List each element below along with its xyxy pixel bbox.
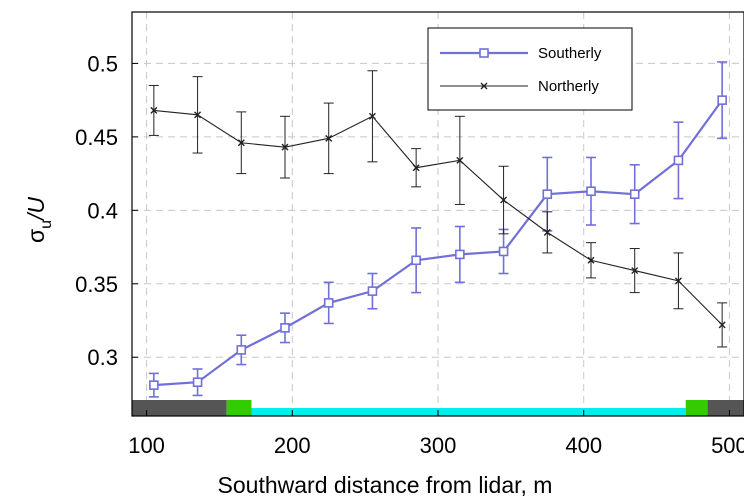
data-point — [456, 156, 464, 164]
data-point — [150, 106, 158, 114]
x-tick-label: 100 — [128, 433, 165, 458]
legend-label: Southerly — [538, 45, 602, 62]
axis-ticks: 100 200 300 400 500 0.3 0.35 0.4 0.45 0.5 — [75, 51, 744, 458]
range-bar-segment — [685, 400, 708, 416]
y-tick-label: 0.4 — [87, 198, 118, 223]
series-northerly — [148, 70, 728, 348]
data-point — [673, 155, 684, 166]
data-point — [325, 134, 333, 142]
legend-box — [427, 27, 633, 111]
series-southerly — [148, 61, 728, 398]
legend-marker — [479, 48, 489, 58]
data-point — [718, 321, 726, 329]
data-point — [368, 112, 376, 120]
distance-range-bar — [132, 400, 744, 416]
x-tick-label: 500 — [711, 433, 744, 458]
data-point — [674, 277, 682, 285]
data-point — [587, 256, 595, 264]
data-point — [367, 286, 378, 296]
legend-marker — [480, 82, 488, 90]
legend-item-southerly: Southerly — [440, 45, 602, 62]
y-axis-label-rest: /U — [23, 197, 49, 222]
data-point — [280, 323, 290, 333]
data-point — [192, 377, 203, 388]
data-point — [411, 255, 421, 266]
data-point — [500, 196, 508, 204]
x-tick-label: 400 — [565, 433, 602, 458]
y-tick-label: 0.5 — [87, 51, 118, 76]
y-tick-label: 0.35 — [75, 272, 118, 297]
data-point — [237, 139, 245, 147]
data-point — [412, 164, 420, 172]
data-point — [149, 380, 159, 390]
legend-item-northerly: Northerly — [440, 78, 599, 95]
data-point — [236, 345, 247, 355]
range-bar-segment — [707, 400, 744, 416]
range-bar-segment — [226, 400, 252, 416]
data-point — [543, 228, 551, 236]
data-point — [498, 246, 509, 257]
data-point — [455, 249, 465, 260]
series-line-northerly — [153, 109, 723, 326]
data-point — [323, 298, 334, 308]
series-line-southerly — [153, 99, 724, 387]
range-bar-segment — [251, 408, 686, 416]
data-point — [281, 143, 289, 151]
x-axis-label: Southward distance from lidar, m — [218, 472, 553, 498]
data-point — [629, 189, 640, 199]
legend: Southerly Northerly — [427, 27, 633, 111]
x-tick-label: 200 — [274, 433, 311, 458]
data-point — [586, 186, 596, 197]
plot-series — [148, 61, 728, 398]
range-bar-segment — [132, 400, 227, 416]
legend-label: Northerly — [538, 78, 599, 95]
data-point — [542, 189, 553, 199]
y-axis-label-subscript: u — [38, 220, 55, 229]
data-point — [194, 111, 202, 119]
x-tick-label: 300 — [420, 433, 457, 458]
y-axis-label: σu/U — [23, 197, 55, 243]
y-tick-label: 0.45 — [75, 125, 118, 150]
data-point — [717, 95, 727, 105]
data-point — [631, 267, 639, 275]
y-axis-label-sigma: σ — [23, 229, 49, 243]
y-tick-label: 0.3 — [87, 345, 118, 370]
